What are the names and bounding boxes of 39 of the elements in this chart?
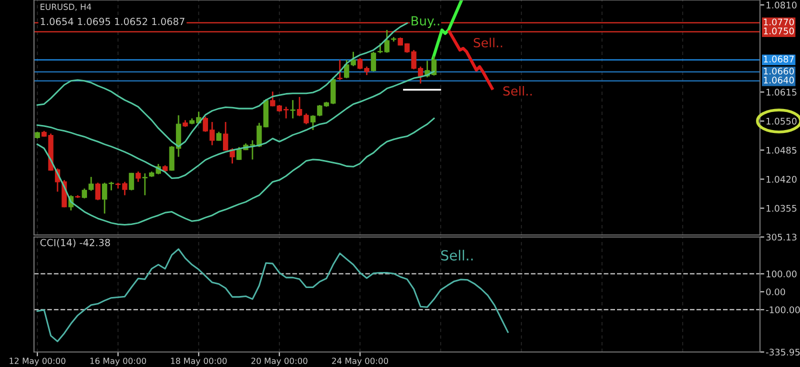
y-tick-label: 305.13 xyxy=(766,234,796,241)
y-tick-label: 1.0485 xyxy=(766,146,796,154)
candlestick xyxy=(95,182,100,201)
y-tick-label: 1.0355 xyxy=(766,204,796,212)
ref-line-label: 1.0770 xyxy=(764,18,794,26)
candlestick xyxy=(290,99,296,120)
candlestick xyxy=(136,170,141,183)
annotation: Sell.. xyxy=(503,86,532,96)
ref-line-label: 1.0750 xyxy=(764,28,794,34)
y-tick-label: 1.0550 xyxy=(766,118,797,125)
y-tick-label: -100.00 xyxy=(766,306,800,314)
chart-title: EURUSD, H4 xyxy=(40,4,92,11)
y-tick-label: 0.00 xyxy=(766,288,786,296)
x-tick-label: 16 May 00:00 xyxy=(90,358,146,366)
ref-line-label: 1.0640 xyxy=(764,76,794,84)
candlestick xyxy=(310,114,316,131)
candlestick xyxy=(370,51,376,72)
chart-title: CCI(14) -42.38 xyxy=(40,238,110,248)
y-tick-label: 1.0615 xyxy=(766,88,796,96)
x-tick-label: 12 May 00:00 xyxy=(10,358,66,366)
candlestick xyxy=(128,172,134,192)
annotation: Buy.. xyxy=(412,16,440,28)
text: 1.0654 1.0695 1.0652 1.0687 xyxy=(40,18,184,26)
candlestick xyxy=(270,90,276,108)
x-tick-label: 24 May 00:00 xyxy=(332,358,388,366)
y-tick-label: 1.0420 xyxy=(766,176,797,183)
ref-line-label: 1.0660 xyxy=(764,68,794,75)
candlestick xyxy=(82,188,88,200)
x-tick-label: 18 May 00:00 xyxy=(171,358,227,366)
y-tick-label: 100.00 xyxy=(766,270,797,278)
candlestick xyxy=(88,176,94,192)
y-tick-label: 1.0810 xyxy=(766,2,797,8)
line-series xyxy=(36,248,509,342)
line-series xyxy=(36,118,435,226)
y-tick-label: -335.95 xyxy=(766,348,800,356)
annotation: Sell.. xyxy=(441,250,473,261)
ref-line-label: 1.0687 xyxy=(764,56,794,62)
x-tick-label: 20 May 00:00 xyxy=(251,358,308,366)
annotation: Sell.. xyxy=(474,38,502,48)
